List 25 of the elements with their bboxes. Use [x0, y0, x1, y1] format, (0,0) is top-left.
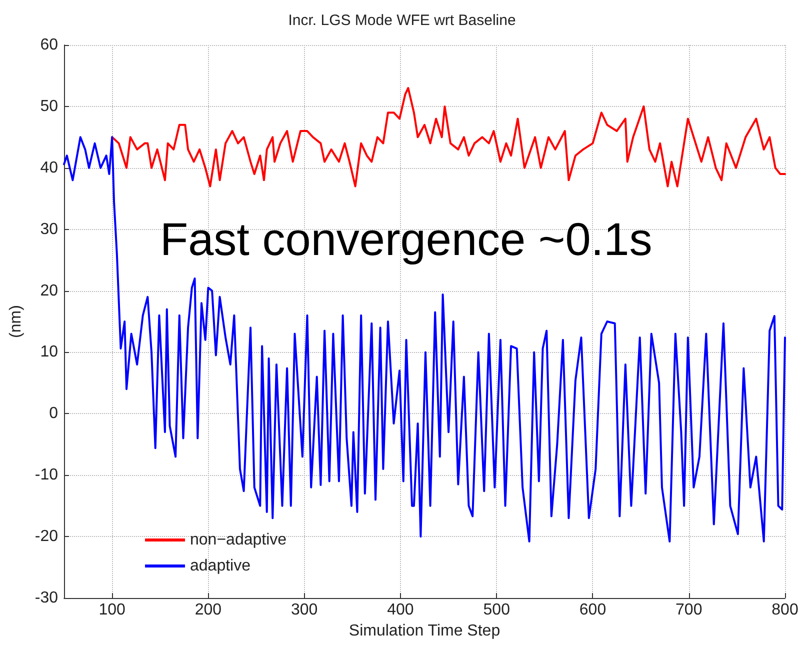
y-tick-label: 0 — [49, 405, 58, 422]
y-axis-title: (nm) — [8, 305, 24, 338]
x-tick-label: 500 — [483, 602, 510, 618]
x-tick-label: 100 — [98, 602, 126, 618]
y-tick-label: 50 — [40, 98, 58, 115]
y-tick-label: 60 — [40, 36, 58, 54]
y-tick-label: -20 — [34, 528, 58, 546]
x-tick-label: 800 — [772, 602, 798, 618]
x-tick-label: 700 — [676, 602, 702, 618]
y-tick-label: -30 — [34, 590, 58, 606]
x-tick-label: 200 — [194, 602, 222, 618]
y-tick-label: 30 — [40, 220, 58, 238]
x-axis-title: Simulation Time Step — [348, 622, 500, 640]
x-tick-label: 400 — [387, 602, 414, 618]
x-tick-label: 600 — [579, 602, 606, 618]
y-tick-label: -10 — [34, 466, 58, 484]
annotation: Fast convergence ~0.1s — [160, 213, 652, 265]
legend-label: adaptive — [190, 558, 251, 574]
x-tick-label: 300 — [291, 602, 318, 618]
y-tick-label: 40 — [40, 159, 58, 176]
chart-title: Incr. LGS Mode WFE wrt Baseline — [288, 12, 516, 29]
y-tick-label: 10 — [40, 344, 58, 361]
legend-label: non−adaptive — [190, 532, 287, 548]
y-tick-label: 20 — [40, 282, 58, 300]
line-series — [111, 87, 786, 188]
